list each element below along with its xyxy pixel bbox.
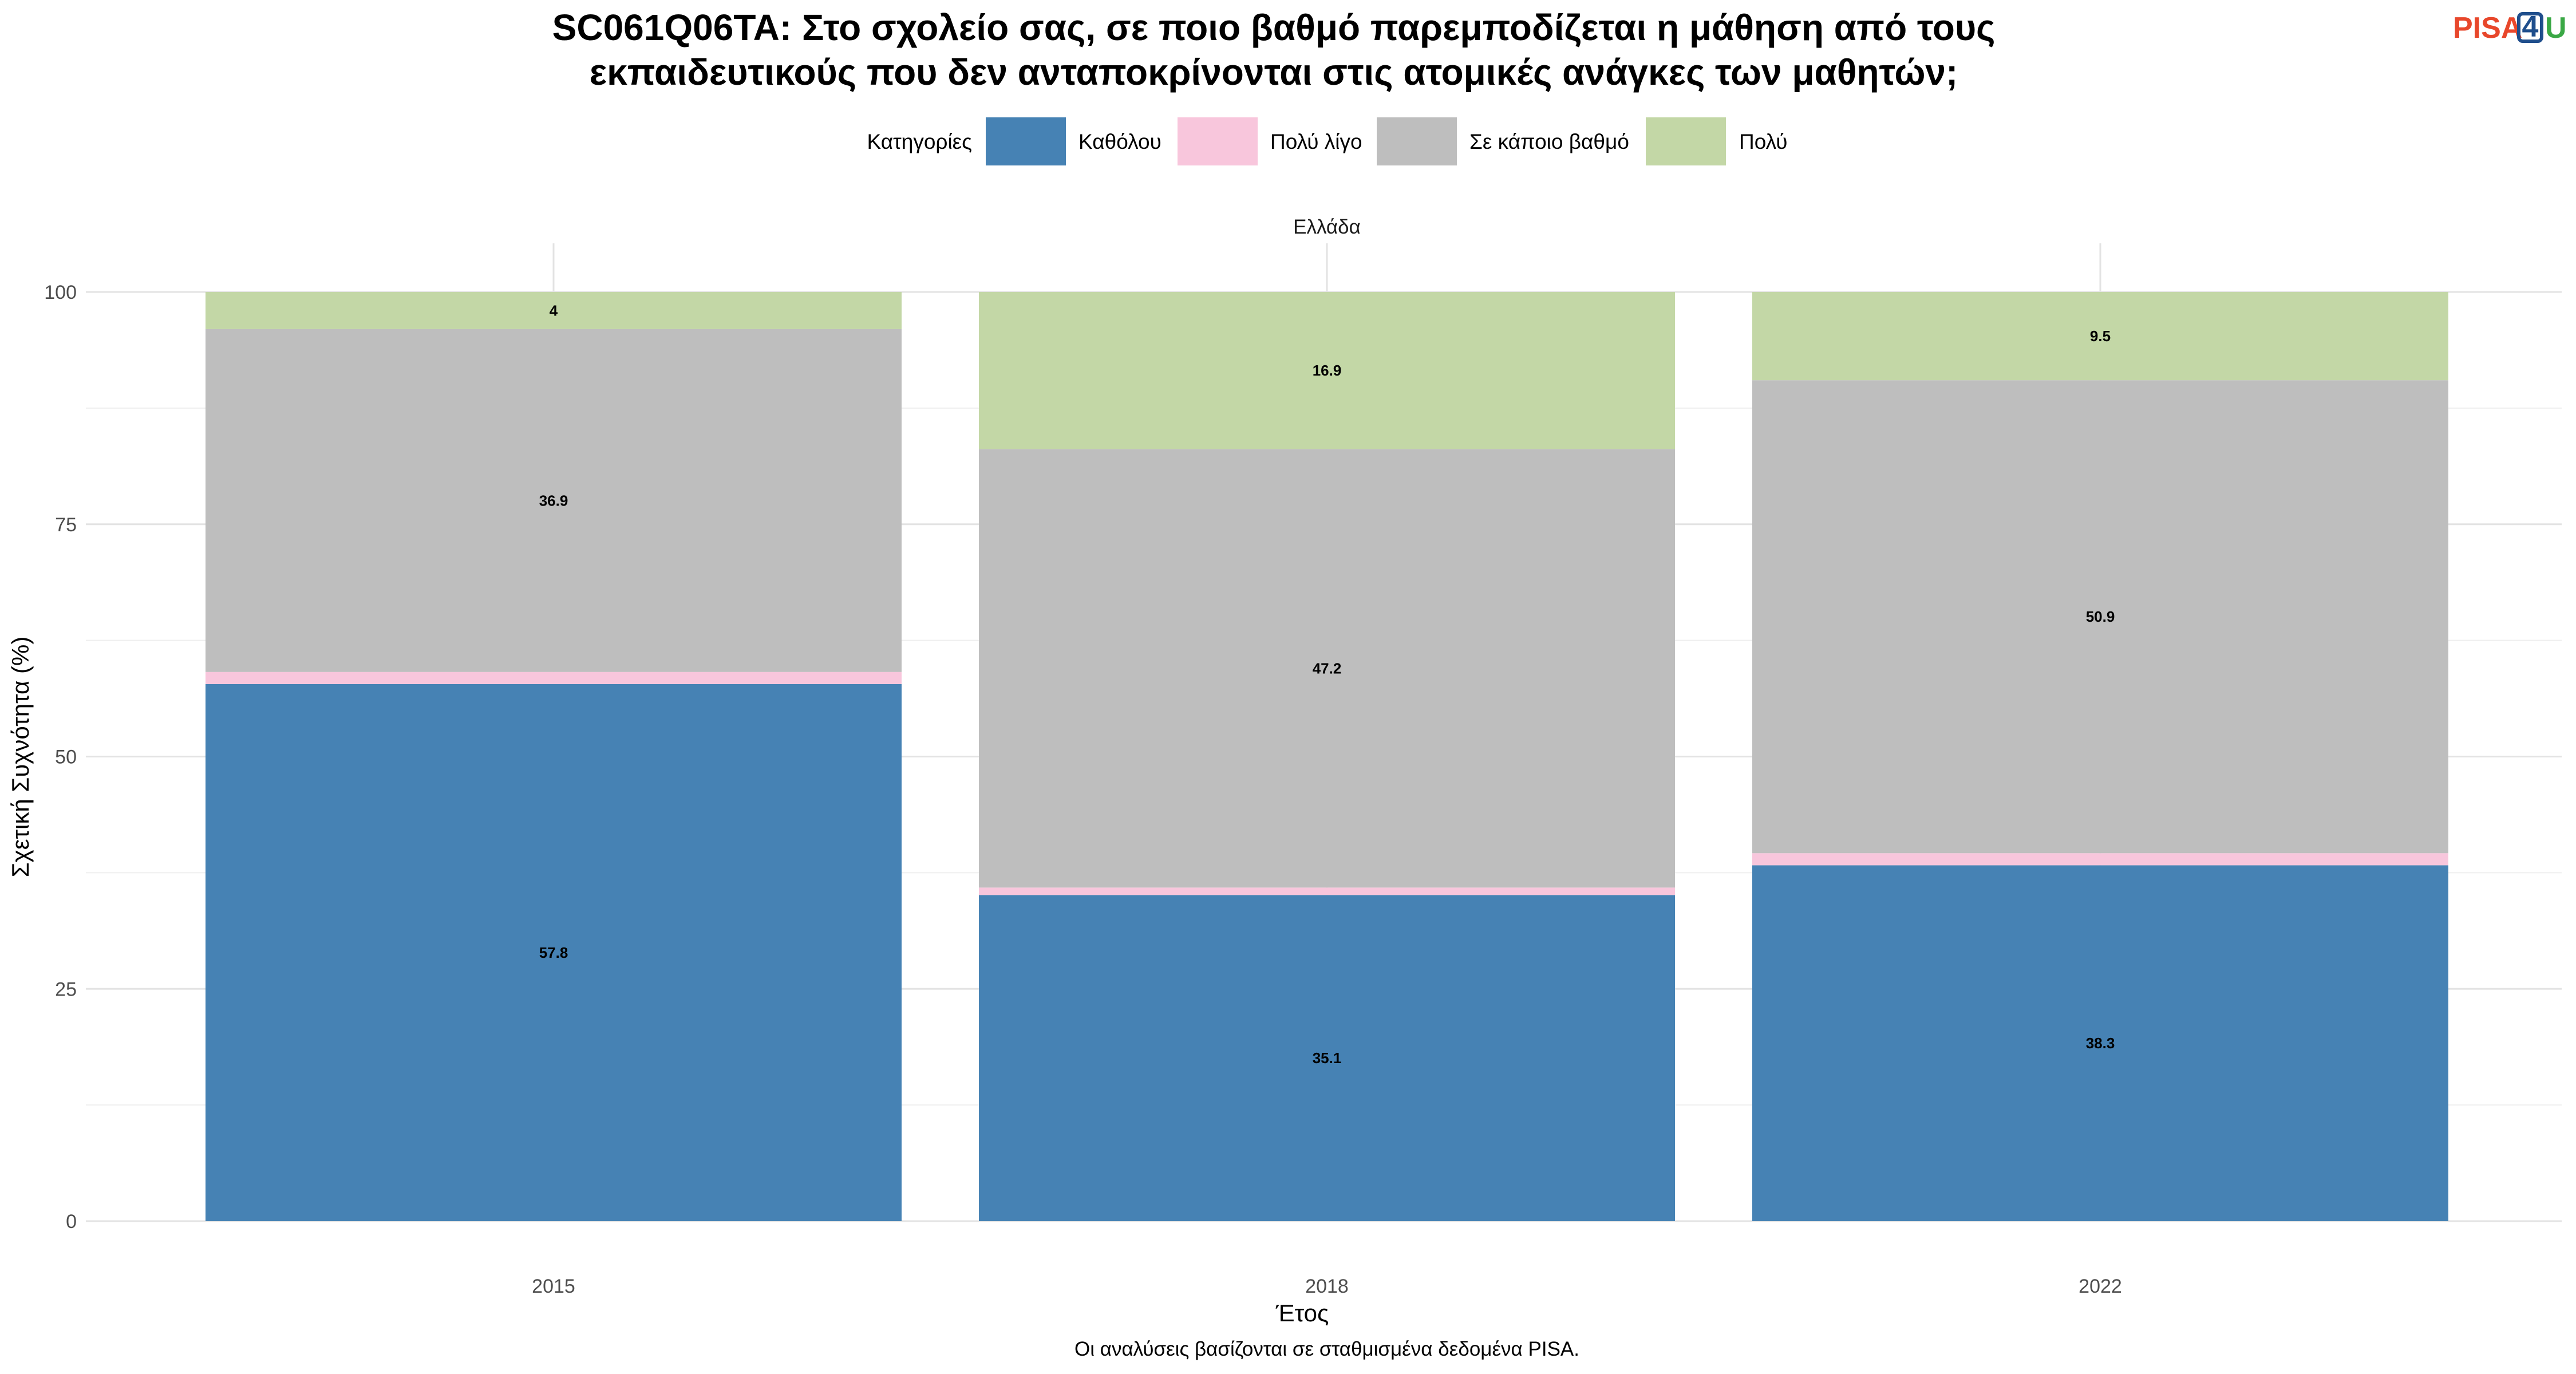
bar-segment [1752, 865, 2448, 1221]
bar-segment [979, 449, 1675, 888]
logo-four-text: 4 [2522, 10, 2539, 44]
legend-title: Κατηγορίες [867, 130, 972, 153]
facet-strip-label: Ελλάδα [1293, 216, 1361, 238]
x-tick-label: 2015 [532, 1276, 575, 1297]
bar-segment [206, 672, 902, 684]
y-axis: 0 25 50 75 100 [44, 282, 77, 1233]
bar-segment [206, 684, 902, 1221]
y-tick-label: 50 [55, 747, 77, 768]
bar-segment [979, 887, 1675, 895]
y-tick-label: 75 [55, 514, 77, 536]
legend-label: Πολύ [1739, 130, 1787, 153]
data-label: 36.9 [539, 492, 568, 509]
y-tick-label: 25 [55, 978, 77, 1000]
legend-key [986, 117, 1066, 165]
bar-segment [1752, 380, 2448, 854]
data-label: 16.9 [1313, 362, 1342, 379]
legend-label: Σε κάποιο βαθμό [1469, 130, 1629, 153]
bar-segment [206, 292, 902, 329]
chart-title-line-2: εκπαιδευτικούς που δεν ανταποκρίνονται σ… [590, 52, 1958, 93]
legend-key [1646, 117, 1726, 165]
bars [206, 292, 2448, 1221]
x-tick-label: 2018 [1305, 1276, 1349, 1297]
data-label: 50.9 [2086, 608, 2115, 625]
legend: Κατηγορίες Καθόλου Πολύ λίγο Σε κάποιο βαθ… [867, 117, 1787, 165]
bar-segment [206, 329, 902, 672]
legend-label: Καθόλου [1078, 130, 1161, 153]
y-tick-label: 0 [66, 1211, 77, 1233]
pisa4u-logo: PISA 4 U [2453, 10, 2567, 45]
data-label: 47.2 [1313, 660, 1342, 677]
bar-segment [979, 292, 1675, 449]
data-label: 4 [550, 302, 558, 319]
bar-segment [979, 895, 1675, 1221]
data-label: 57.8 [539, 944, 568, 961]
chart-title-line-1: SC061Q06TA: Στο σχολείο σας, σε ποιο βαθ… [552, 7, 1996, 48]
legend-key [1178, 117, 1258, 165]
x-axis-title: Έτος [1275, 1300, 1329, 1326]
x-axis: 2015 2018 2022 [532, 1276, 2122, 1297]
logo-pisa-text: PISA [2453, 11, 2522, 45]
x-tick-label: 2022 [2079, 1276, 2122, 1297]
bar-segment [1752, 292, 2448, 381]
data-label: 38.3 [2086, 1035, 2115, 1052]
data-labels: 57.8 36.9 4 35.1 47.2 16.9 38.3 50.9 9.5 [539, 302, 2115, 1067]
legend-key [1377, 117, 1457, 165]
y-axis-title: Σχετική Συχνότητα (%) [7, 637, 34, 878]
logo-u-text: U [2545, 11, 2567, 45]
data-label: 35.1 [1313, 1049, 1342, 1067]
logo-four-box [2517, 12, 2543, 43]
data-label: 9.5 [2090, 327, 2111, 345]
legend-label: Πολύ λίγο [1270, 130, 1362, 153]
caption: Οι αναλύσεις βασίζονται σε σταθμισμένα δ… [1074, 1338, 1579, 1360]
bar-segment [1752, 853, 2448, 866]
y-tick-label: 100 [44, 282, 77, 303]
